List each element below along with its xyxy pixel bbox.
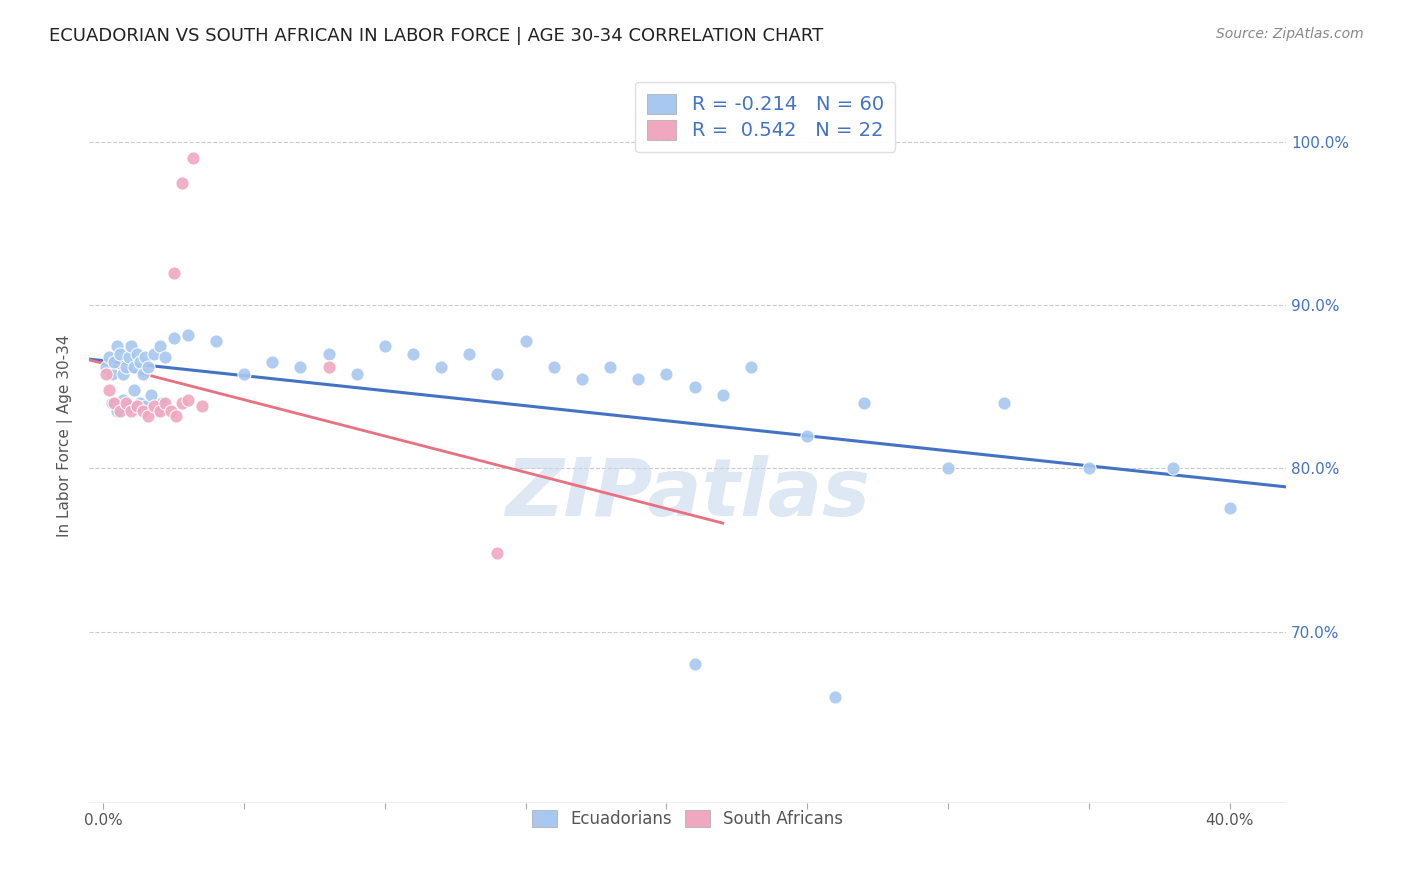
Point xyxy=(290,360,312,375)
Point xyxy=(125,347,148,361)
Point xyxy=(162,331,184,345)
Point xyxy=(824,690,846,704)
Point xyxy=(1077,461,1099,475)
Point xyxy=(148,404,170,418)
Point xyxy=(318,360,340,375)
Point xyxy=(142,347,165,361)
Point xyxy=(796,428,818,442)
Point xyxy=(97,383,120,397)
Point xyxy=(515,334,537,348)
Point xyxy=(103,355,125,369)
Point xyxy=(120,339,142,353)
Point xyxy=(94,360,117,375)
Point xyxy=(134,400,156,414)
Point xyxy=(105,404,128,418)
Point xyxy=(128,396,150,410)
Point xyxy=(711,388,734,402)
Point xyxy=(486,367,509,381)
Point xyxy=(172,176,194,190)
Point xyxy=(683,380,706,394)
Point xyxy=(128,355,150,369)
Point xyxy=(120,404,142,418)
Text: ZIPatlas: ZIPatlas xyxy=(505,456,870,533)
Point xyxy=(148,339,170,353)
Point xyxy=(177,327,200,342)
Point xyxy=(346,367,368,381)
Point xyxy=(100,396,122,410)
Point xyxy=(183,151,205,165)
Point xyxy=(1219,500,1241,515)
Point xyxy=(153,351,176,365)
Point xyxy=(94,367,117,381)
Point xyxy=(458,347,481,361)
Point xyxy=(145,404,167,418)
Point xyxy=(97,351,120,365)
Point xyxy=(543,360,565,375)
Point xyxy=(430,360,453,375)
Point xyxy=(486,546,509,560)
Point xyxy=(627,371,650,385)
Point xyxy=(402,347,425,361)
Point xyxy=(153,396,176,410)
Point xyxy=(136,360,159,375)
Point xyxy=(105,339,128,353)
Point xyxy=(936,461,959,475)
Point xyxy=(117,400,139,414)
Point xyxy=(131,367,153,381)
Point xyxy=(114,396,136,410)
Text: ECUADORIAN VS SOUTH AFRICAN IN LABOR FORCE | AGE 30-34 CORRELATION CHART: ECUADORIAN VS SOUTH AFRICAN IN LABOR FOR… xyxy=(49,27,824,45)
Point xyxy=(117,351,139,365)
Point xyxy=(134,351,156,365)
Point xyxy=(131,404,153,418)
Point xyxy=(114,360,136,375)
Point xyxy=(740,360,762,375)
Y-axis label: In Labor Force | Age 30-34: In Labor Force | Age 30-34 xyxy=(58,334,73,537)
Point xyxy=(111,392,134,407)
Text: Source: ZipAtlas.com: Source: ZipAtlas.com xyxy=(1216,27,1364,41)
Point xyxy=(162,266,184,280)
Point xyxy=(139,388,162,402)
Point xyxy=(150,396,173,410)
Point xyxy=(599,360,621,375)
Point xyxy=(191,400,214,414)
Point xyxy=(136,409,159,424)
Point xyxy=(262,355,284,369)
Point xyxy=(108,404,131,418)
Point xyxy=(142,400,165,414)
Point xyxy=(165,409,187,424)
Point xyxy=(100,367,122,381)
Point xyxy=(111,367,134,381)
Point xyxy=(122,360,145,375)
Point xyxy=(103,396,125,410)
Point xyxy=(108,347,131,361)
Point xyxy=(571,371,593,385)
Point xyxy=(122,383,145,397)
Point xyxy=(374,339,396,353)
Point xyxy=(1163,461,1185,475)
Point xyxy=(172,396,194,410)
Point xyxy=(233,367,256,381)
Point xyxy=(205,334,228,348)
Point xyxy=(177,392,200,407)
Point xyxy=(159,404,181,418)
Point xyxy=(318,347,340,361)
Point xyxy=(683,657,706,672)
Point xyxy=(125,400,148,414)
Point xyxy=(852,396,875,410)
Point xyxy=(655,367,678,381)
Legend: Ecuadorians, South Africans: Ecuadorians, South Africans xyxy=(524,804,851,835)
Point xyxy=(993,396,1015,410)
